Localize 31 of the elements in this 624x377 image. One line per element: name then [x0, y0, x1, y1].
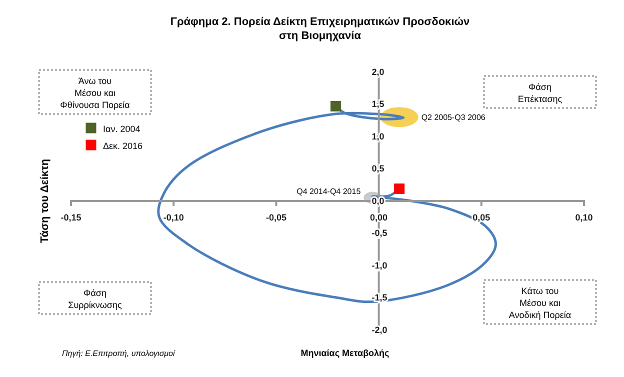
y-tick-label: 1,5	[372, 99, 384, 110]
y-tick-label: 0,5	[372, 164, 384, 174]
text-box: Κάτω του Μέσου και Ανοδική Πορεία	[484, 280, 596, 324]
y-tick-label: -1,5	[372, 292, 388, 303]
legend-label: Ιαν. 2004	[103, 124, 140, 134]
x-tick-label: 0,00	[370, 212, 388, 222]
x-axis-title: Μηνιαίας Μεταβολής	[300, 348, 390, 358]
x-tick-label: 0,10	[575, 212, 593, 222]
x-tick-label: 0,05	[472, 212, 490, 222]
x-tick-label: -0,05	[266, 212, 286, 222]
x-tick-label: -0,10	[163, 212, 184, 222]
y-tick-label: 1,0	[372, 131, 384, 142]
annotation: Κάτω του Μέσου και Ανοδική Πορεία	[508, 286, 572, 320]
y-axis-title: Τάση του Δείκτη	[39, 158, 51, 244]
annotation: Φάση Συρρίκνωσης	[68, 288, 122, 310]
chart-title: Γράφημα 2. Πορεία Δείκτη Επιχειρηματικών Προσδοκιών στη Βιομηχανία	[170, 16, 470, 42]
annotation: Q2 2005-Q3 2006	[421, 113, 486, 122]
text: Πηγή: Ε.Επιτροπή, υπολογισμοί	[62, 349, 176, 358]
annotation: Άνω του Μέσου και Φθίνουσα Πορεία	[60, 76, 130, 110]
text-box: Άνω του Μέσου και Φθίνουσα Πορεία	[38, 70, 152, 114]
y-tick-label: 2,0	[372, 66, 384, 77]
x-tick-label: -0,15	[60, 212, 82, 222]
annotation: Q4 2014-Q4 2015	[296, 186, 362, 196]
legend-label: Δεκ. 2016	[103, 141, 143, 151]
text-box: Φάση Επέκτασης	[484, 76, 596, 108]
y-tick-label: -1,0	[372, 260, 388, 270]
y-tick-label: 0,0	[372, 196, 384, 206]
annotation: Φάση Επέκτασης	[518, 82, 563, 104]
text-box: Φάση Συρρίκνωσης	[38, 282, 152, 314]
y-tick-label: -0,5	[372, 228, 388, 238]
y-tick-label: -2,0	[372, 324, 388, 335]
